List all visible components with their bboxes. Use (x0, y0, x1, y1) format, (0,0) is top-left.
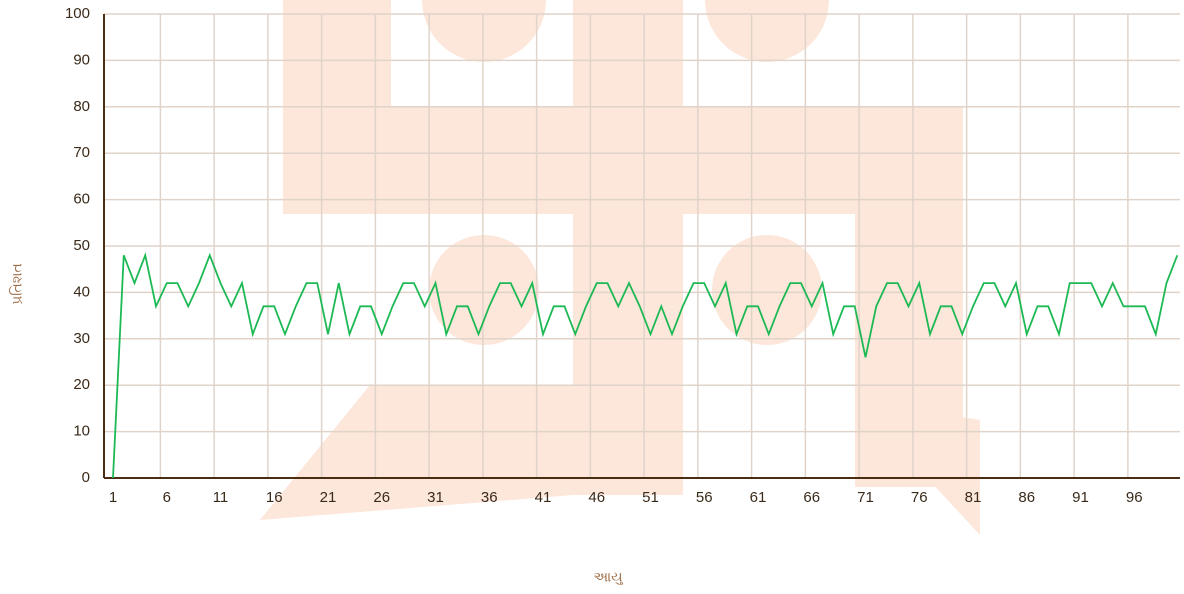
y-tick-label: 10 (73, 423, 90, 440)
x-tick-label: 1 (109, 489, 117, 506)
x-tick-label: 51 (642, 489, 659, 506)
x-tick-label: 11 (213, 489, 229, 506)
y-tick-label: 40 (73, 283, 90, 300)
x-tick-label: 91 (1072, 489, 1089, 506)
y-tick-label: 0 (82, 469, 90, 486)
x-tick-label: 36 (481, 489, 498, 506)
x-tick-label: 61 (750, 489, 767, 506)
x-tick-label: 6 (163, 489, 171, 506)
y-tick-label: 30 (73, 330, 90, 347)
x-tick-label: 31 (427, 489, 444, 506)
chart: આયુ પ્રતિશત 0102030405060708090100161116… (0, 0, 1184, 594)
y-tick-label: 20 (73, 376, 90, 393)
y-tick-label: 90 (73, 51, 90, 68)
y-axis-label: પ્રતિશત (9, 263, 25, 305)
x-tick-label: 96 (1126, 489, 1143, 506)
x-tick-label: 76 (911, 489, 928, 506)
x-tick-label: 26 (373, 489, 390, 506)
x-tick-label: 16 (266, 489, 283, 506)
x-tick-label: 56 (696, 489, 713, 506)
y-tick-label: 80 (73, 98, 90, 115)
x-tick-label: 81 (965, 489, 982, 506)
x-axis-label: આયુ (593, 569, 623, 585)
watermark (260, 0, 980, 535)
y-tick-label: 100 (65, 5, 90, 22)
y-tick-label: 60 (73, 191, 90, 208)
x-tick-label: 71 (857, 489, 874, 506)
x-tick-label: 41 (535, 489, 552, 506)
y-tick-label: 70 (73, 144, 90, 161)
x-tick-label: 86 (1018, 489, 1035, 506)
x-tick-label: 21 (320, 489, 337, 506)
x-tick-label: 46 (588, 489, 605, 506)
x-tick-label: 66 (803, 489, 820, 506)
y-tick-label: 50 (73, 237, 90, 254)
